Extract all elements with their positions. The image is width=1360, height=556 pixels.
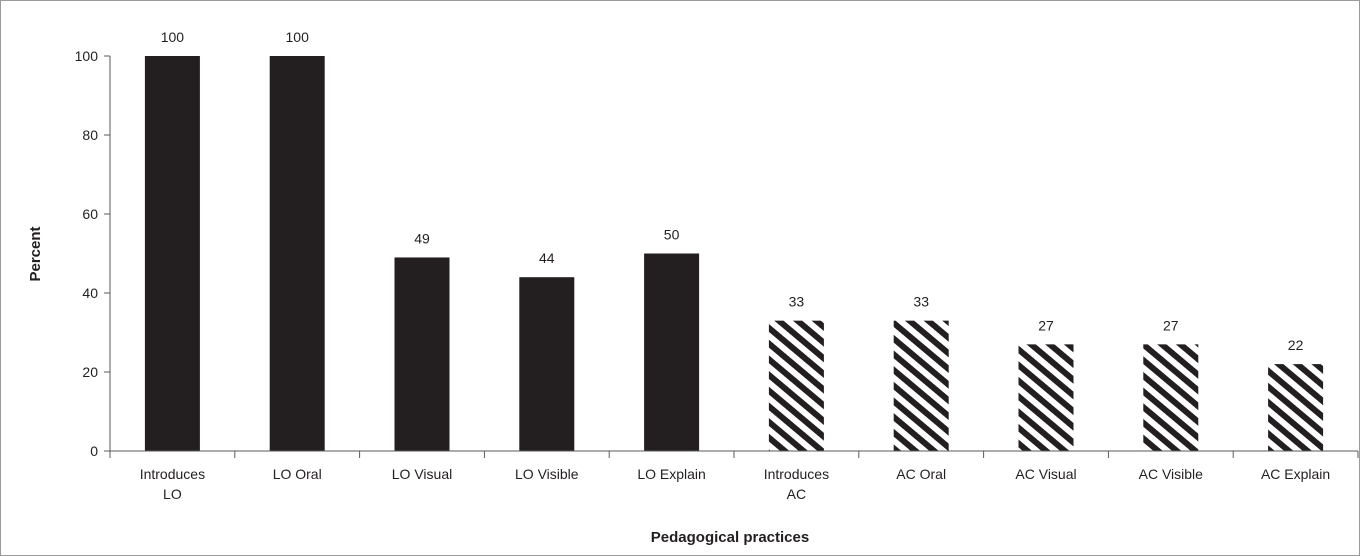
y-tick-label: 0 xyxy=(90,443,98,459)
y-tick-labels-group: 0 20 40 60 80 100 xyxy=(75,48,99,459)
data-label-3: 49 xyxy=(414,230,430,246)
data-label-7: 33 xyxy=(913,294,929,310)
x-tick-label-line: Introduces xyxy=(140,466,205,482)
x-tick-label-2: LO Oral xyxy=(273,466,322,482)
data-label-10: 22 xyxy=(1288,337,1304,353)
axes-group xyxy=(104,55,1359,458)
data-label-8: 27 xyxy=(1038,317,1054,333)
y-tick-label: 60 xyxy=(82,206,98,222)
data-label-1: 100 xyxy=(161,29,185,45)
data-label-9: 27 xyxy=(1163,317,1179,333)
y-tick-label: 20 xyxy=(82,364,98,380)
x-tick-label-line: LO Explain xyxy=(637,466,705,482)
x-tick-label-line: AC Visible xyxy=(1139,466,1204,482)
data-labels-group: 100 100 49 44 50 33 33 27 27 22 xyxy=(161,29,1304,353)
y-axis-title: Percent xyxy=(27,226,44,281)
x-tick-label-3: LO Visual xyxy=(392,466,452,482)
x-tick-label-line: AC Oral xyxy=(896,466,946,482)
data-label-6: 33 xyxy=(789,294,805,310)
x-tick-label-line: AC Explain xyxy=(1261,466,1330,482)
x-tick-label-line: LO Oral xyxy=(273,466,322,482)
bar-1 xyxy=(144,56,200,451)
x-tick-label-line: LO Visual xyxy=(392,466,452,482)
x-tick-label-9: AC Visible xyxy=(1139,466,1204,482)
x-tick-label-10: AC Explain xyxy=(1261,466,1330,482)
bar-5 xyxy=(644,253,700,451)
x-tick-label-6: Introduces AC xyxy=(764,466,829,502)
data-label-4: 44 xyxy=(539,250,555,266)
bars-group xyxy=(144,56,1324,451)
x-tick-labels-group: Introduces LO LO Oral LO Visual LO Visible LO… xyxy=(140,466,1331,502)
x-axis-title: Pedagogical practices xyxy=(651,529,809,546)
data-label-5: 50 xyxy=(664,227,680,243)
y-tick-label: 100 xyxy=(75,48,99,64)
data-label-2: 100 xyxy=(286,29,310,45)
x-tick-label-line: LO xyxy=(163,486,182,502)
bar-7 xyxy=(893,320,949,451)
bar-3 xyxy=(394,257,450,451)
x-tick-label-line: AC xyxy=(787,486,806,502)
x-tick-label-line: Introduces xyxy=(764,466,829,482)
bar-6 xyxy=(768,320,824,451)
x-tick-label-8: AC Visual xyxy=(1015,466,1076,482)
y-tick-label: 80 xyxy=(82,127,98,143)
x-tick-label-7: AC Oral xyxy=(896,466,946,482)
x-tick-label-5: LO Explain xyxy=(637,466,705,482)
x-tick-label-line: AC Visual xyxy=(1015,466,1076,482)
y-tick-label: 40 xyxy=(82,285,98,301)
bar-8 xyxy=(1018,344,1074,451)
x-tick-label-1: Introduces LO xyxy=(140,466,205,502)
bar-10 xyxy=(1268,364,1324,451)
x-tick-label-line: LO Visible xyxy=(515,466,579,482)
x-tick-label-4: LO Visible xyxy=(515,466,579,482)
bar-9 xyxy=(1143,344,1199,451)
bar-4 xyxy=(519,277,575,451)
bar-2 xyxy=(269,56,325,451)
